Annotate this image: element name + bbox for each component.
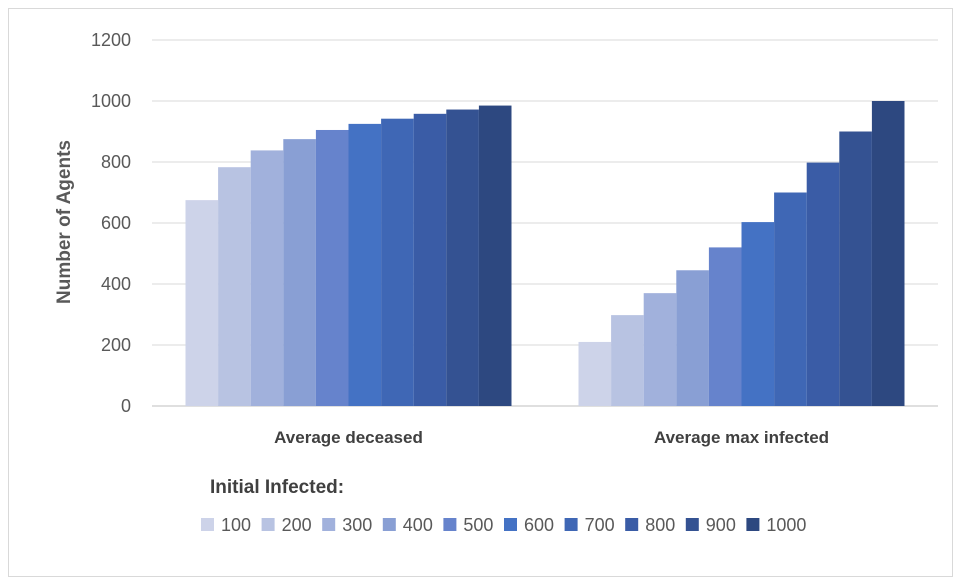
- legend-label: 900: [706, 515, 736, 535]
- bar-500: [315, 129, 349, 407]
- legend-swatch: [746, 518, 760, 531]
- legend-swatch: [201, 518, 214, 531]
- bar-700: [381, 118, 414, 406]
- legend-swatch: [382, 518, 396, 531]
- legend-label: 500: [463, 515, 493, 535]
- bar-600: [348, 123, 382, 407]
- category-label: Average deceased: [274, 428, 423, 447]
- legend-label: 100: [221, 515, 251, 535]
- bars: [185, 101, 905, 407]
- bar-300: [643, 293, 677, 406]
- bar-100: [578, 341, 612, 406]
- bar-300: [250, 150, 284, 406]
- legend-swatch: [625, 518, 639, 531]
- y-tick-label: 200: [101, 335, 131, 355]
- y-tick-label: 400: [101, 274, 131, 294]
- y-tick-label: 600: [101, 213, 131, 233]
- legend: 100 200 300 400 500 600 700 800 900 1000: [201, 515, 806, 535]
- y-tick-labels: 0 200 400 600 800 1000 1200: [91, 30, 131, 416]
- bar-900: [446, 109, 479, 406]
- legend-label: 1000: [766, 515, 806, 535]
- legend-title: Initial Infected:: [210, 477, 344, 498]
- bar-500: [708, 247, 742, 406]
- y-tick-label: 1200: [91, 30, 131, 50]
- legend-label: 400: [403, 515, 433, 535]
- legend-swatch: [685, 518, 699, 531]
- category-label: Average max infected: [654, 428, 829, 447]
- legend-swatch: [564, 518, 578, 531]
- legend-label: 300: [342, 515, 372, 535]
- bar-900: [839, 131, 872, 406]
- legend-swatch: [504, 518, 517, 531]
- bar-700: [774, 192, 807, 406]
- legend-label: 800: [645, 515, 675, 535]
- legend-swatch: [261, 518, 275, 531]
- legend-swatch: [443, 518, 457, 531]
- y-axis-title: Number of Agents: [54, 140, 75, 304]
- bar-200: [611, 315, 644, 406]
- bar-800: [413, 113, 447, 406]
- bar-600: [741, 222, 775, 406]
- bar-1000: [478, 105, 512, 406]
- y-tick-label: 800: [101, 152, 131, 172]
- bar-800: [806, 162, 840, 406]
- legend-swatch: [322, 518, 336, 531]
- legend-label: 600: [524, 515, 554, 535]
- legend-label: 700: [585, 515, 615, 535]
- bar-1000: [871, 101, 905, 406]
- bar-400: [283, 139, 316, 407]
- y-tick-label: 1000: [91, 91, 131, 111]
- bar-200: [218, 167, 251, 406]
- bar-100: [185, 200, 219, 407]
- category-labels: Average deceased Average max infected: [274, 428, 829, 447]
- legend-label: 200: [282, 515, 312, 535]
- y-tick-label: 0: [121, 396, 131, 416]
- bar-400: [676, 270, 709, 406]
